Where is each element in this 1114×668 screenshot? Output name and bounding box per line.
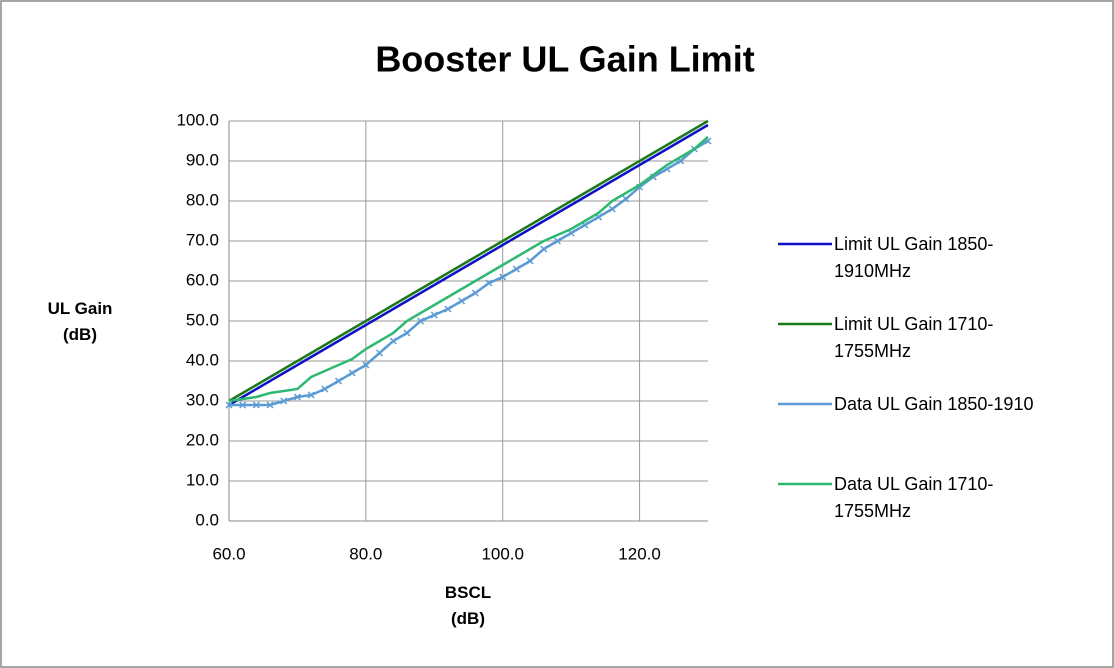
x-tick-label: 60.0 bbox=[212, 544, 245, 563]
data-marker bbox=[471, 289, 479, 297]
data-marker bbox=[239, 401, 247, 409]
x-tick-label: 120.0 bbox=[618, 544, 661, 563]
data-marker bbox=[417, 317, 425, 325]
data-marker bbox=[512, 265, 520, 273]
data-marker bbox=[252, 401, 260, 409]
x-tick-label: 100.0 bbox=[481, 544, 524, 563]
legend-label: Limit UL Gain 1710-1755MHz bbox=[834, 314, 994, 361]
data-marker bbox=[225, 401, 233, 409]
y-tick-label: 70.0 bbox=[186, 230, 219, 249]
data-marker bbox=[266, 401, 274, 409]
data-marker bbox=[293, 393, 301, 401]
y-tick-label: 30.0 bbox=[186, 390, 219, 409]
data-marker bbox=[307, 391, 315, 399]
data-marker bbox=[348, 369, 356, 377]
legend-label: Limit UL Gain 1850-1910MHz bbox=[834, 234, 994, 281]
x-tick-label: 80.0 bbox=[349, 544, 382, 563]
data-marker bbox=[485, 279, 493, 287]
x-axis-label: BSCL (dB) bbox=[444, 583, 492, 628]
series-line bbox=[228, 136, 709, 403]
data-marker bbox=[526, 257, 534, 265]
y-tick-label: 90.0 bbox=[186, 150, 219, 169]
data-marker bbox=[389, 337, 397, 345]
data-marker bbox=[444, 305, 452, 313]
data-marker bbox=[622, 195, 630, 203]
y-tick-label: 0.0 bbox=[195, 510, 219, 529]
y-tick-label: 40.0 bbox=[186, 350, 219, 369]
y-tick-label: 60.0 bbox=[186, 270, 219, 289]
data-marker bbox=[540, 245, 548, 253]
data-marker bbox=[608, 205, 616, 213]
y-tick-label: 10.0 bbox=[186, 470, 219, 489]
chart-title: Booster UL Gain Limit bbox=[375, 39, 754, 80]
y-axis-label: UL Gain (dB) bbox=[47, 299, 113, 344]
y-tick-label: 20.0 bbox=[186, 430, 219, 449]
legend-label: Data UL Gain 1850-1910 bbox=[834, 394, 1034, 414]
y-tick-label: 100.0 bbox=[176, 110, 219, 129]
data-marker bbox=[334, 377, 343, 385]
data-marker bbox=[362, 361, 370, 369]
series-line bbox=[228, 123, 709, 407]
data-marker bbox=[499, 273, 507, 281]
data-marker bbox=[553, 237, 561, 245]
legend-label: Data UL Gain 1710-1755MHz bbox=[834, 474, 994, 521]
data-marker bbox=[321, 385, 329, 393]
y-tick-label: 80.0 bbox=[186, 190, 219, 209]
data-marker bbox=[403, 329, 411, 337]
data-marker bbox=[430, 311, 438, 319]
series-line bbox=[228, 119, 709, 403]
data-marker bbox=[376, 349, 384, 357]
data-marker bbox=[280, 397, 288, 405]
data-marker bbox=[458, 297, 466, 305]
y-tick-label: 50.0 bbox=[186, 310, 219, 329]
